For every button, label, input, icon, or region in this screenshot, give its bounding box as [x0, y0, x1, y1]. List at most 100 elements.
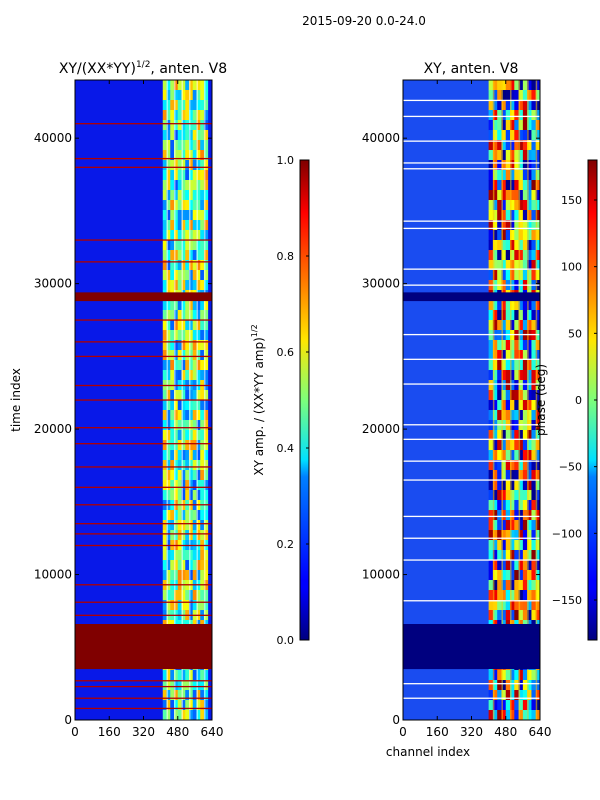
heatmap-cell [497, 550, 502, 561]
heatmap-cell [501, 540, 507, 551]
heatmap-cell [510, 220, 515, 231]
heatmap-cell [185, 410, 190, 421]
heatmap-cell [514, 590, 519, 601]
heatmap-cell [185, 220, 190, 231]
flag-line [403, 268, 540, 270]
heatmap-cell [177, 110, 182, 121]
heatmap-cell [166, 150, 171, 161]
heatmap-cell [514, 410, 519, 421]
heatmap-cell [181, 210, 186, 221]
heatmap-cell [518, 340, 524, 351]
heatmap-cell [514, 500, 519, 511]
heatmap-cell [185, 280, 190, 291]
heatmap-cell [531, 450, 537, 461]
heatmap-cell [181, 280, 186, 291]
heatmap-cell [488, 500, 494, 511]
panel-phase-title: XY, anten. V8 [424, 61, 519, 77]
heatmap-cell [185, 520, 190, 531]
heatmap-cell [188, 420, 194, 431]
heatmap-cell [510, 350, 515, 361]
heatmap-cell [203, 420, 209, 431]
heatmap-cell [185, 330, 190, 341]
heatmap-cell [192, 80, 197, 91]
heatmap-cell [488, 100, 494, 111]
heatmap-cell [166, 470, 171, 481]
heatmap-cell [188, 600, 194, 611]
flag-line [75, 697, 212, 699]
heatmap-cell [177, 170, 182, 181]
heatmap-cell [501, 480, 507, 491]
flag-line [403, 115, 540, 118]
heatmap-cell [181, 450, 186, 461]
heatmap-cell [497, 410, 502, 421]
colorbar-tick-label: −100 [552, 527, 582, 540]
heatmap-cell [162, 480, 167, 491]
heatmap-cell [527, 210, 532, 221]
heatmap-cell [535, 670, 541, 681]
heatmap-cell [518, 450, 524, 461]
heatmap-cell [514, 240, 519, 251]
heatmap-cell [535, 470, 541, 481]
colorbar-amplitude-gradient [299, 159, 310, 641]
heatmap-cell [200, 200, 205, 211]
heatmap-cell [174, 550, 179, 561]
heatmap-cell [200, 190, 205, 201]
heatmap-cell [162, 350, 167, 361]
heatmap-cell [196, 460, 201, 471]
heatmap-cell [527, 190, 532, 201]
heatmap-cell [196, 410, 201, 421]
heatmap-cell [162, 420, 167, 431]
flag-line [75, 486, 212, 488]
heatmap-cell [492, 160, 498, 171]
heatmap-cell [170, 240, 175, 251]
heatmap-cell [196, 360, 201, 371]
heatmap-cell [188, 350, 194, 361]
heatmap-cell [497, 480, 502, 491]
heatmap-cell [181, 430, 186, 441]
heatmap-cell [166, 520, 171, 531]
heatmap-cell [514, 250, 519, 261]
heatmap-cell [535, 570, 541, 581]
heatmap-cell [488, 130, 494, 141]
heatmap-cell [203, 570, 209, 581]
heatmap-cell [196, 160, 201, 171]
heatmap-cell [531, 460, 537, 471]
heatmap-cell [174, 710, 179, 721]
heatmap-cell [192, 220, 197, 231]
heatmap-cell [166, 100, 171, 111]
heatmap-cell [497, 680, 502, 691]
heatmap-cell [531, 220, 537, 231]
heatmap-cell [488, 480, 494, 491]
heatmap-cell [522, 110, 528, 121]
heatmap-cell [497, 160, 502, 171]
heatmap-cell [527, 170, 532, 181]
heatmap-cell [497, 580, 502, 591]
heatmap-cell [166, 710, 171, 721]
heatmap-cell [177, 210, 182, 221]
heatmap-cell [488, 710, 494, 721]
channel-streak [527, 80, 529, 720]
heatmap-cell [488, 90, 494, 101]
heatmap-cell [166, 140, 171, 151]
heatmap-cell [522, 240, 528, 251]
heatmap-cell [177, 450, 182, 461]
heatmap-cell [162, 470, 167, 481]
heatmap-cell [196, 470, 201, 481]
heatmap-cell [185, 490, 190, 501]
heatmap-cell [505, 580, 511, 591]
heatmap-cell [527, 700, 532, 711]
heatmap-cell [497, 440, 502, 451]
heatmap-cell [488, 520, 494, 531]
heatmap-cell [192, 590, 197, 601]
heatmap-cell [497, 230, 502, 241]
heatmap-cell [200, 180, 205, 191]
heatmap-cell [531, 390, 537, 401]
heatmap-cell [188, 180, 194, 191]
heatmap-cell [200, 710, 205, 721]
heatmap-cell [203, 410, 209, 421]
y-tick-label: 10000 [362, 568, 400, 582]
heatmap-cell [170, 570, 175, 581]
heatmap-cell [181, 200, 186, 211]
heatmap-cell [510, 260, 515, 271]
heatmap-cell [531, 190, 537, 201]
